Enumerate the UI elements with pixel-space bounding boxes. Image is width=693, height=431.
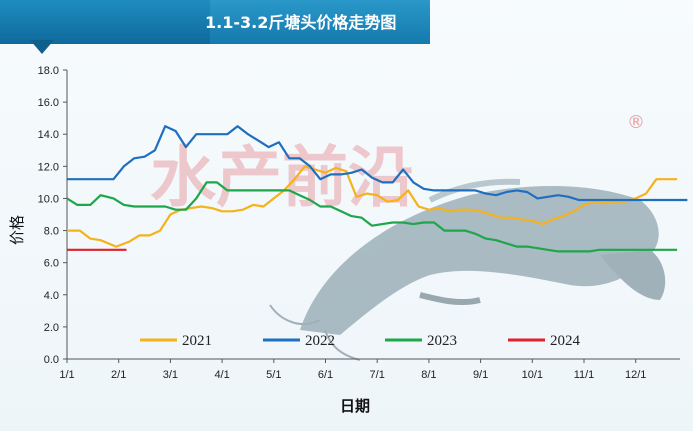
y-tick-label: 2.0 [44,322,59,334]
y-tick-label: 0.0 [44,354,59,366]
x-tick-label: 6/1 [318,369,333,381]
y-tick-label: 12.0 [38,161,59,173]
x-tick-label: 3/1 [163,369,178,381]
x-tick-label: 4/1 [214,369,229,381]
x-tick-label: 2/1 [111,369,126,381]
svg-text:水产前沿: 水产前沿 [150,139,414,216]
y-tick-label: 10.0 [38,193,59,205]
watermark: 水产前沿 ® [150,112,645,216]
x-tick-label: 7/1 [370,369,385,381]
x-tick-label: 5/1 [266,369,281,381]
page-title: 1.1-3.2斤塘头价格走势图 [205,13,397,32]
y-tick-label: 18.0 [38,65,59,77]
legend-label-2022: 2022 [305,333,335,349]
y-tick-label: 6.0 [44,258,59,270]
series-line-2021 [67,165,678,248]
title-banner-notch [30,40,54,54]
x-axis-title: 日期 [340,397,370,415]
title-banner-tab [0,0,210,44]
y-tick-label: 8.0 [44,226,59,238]
x-tick-label: 10/1 [522,369,543,381]
axes: 0.0 2.0 4.0 6.0 8.0 10.0 12.0 14.0 16.0 18.0 1/1 2/… [38,65,680,381]
svg-text:®: ® [627,112,645,133]
catfish-image [269,178,666,361]
x-tick-label: 11/1 [574,369,595,381]
series-line-2023 [66,181,678,253]
legend-label-2021: 2021 [182,333,212,349]
series-line-2022 [67,125,688,202]
legend: 2021 2022 2023 2024 [140,333,581,349]
y-tick-label: 4.0 [44,290,59,302]
x-tick-label: 8/1 [421,369,436,381]
x-tick-label: 12/1 [625,369,646,381]
legend-label-2024: 2024 [550,333,581,349]
y-tick-label: 16.0 [38,97,59,109]
legend-label-2023: 2023 [427,333,457,349]
x-tick-label: 1/1 [59,369,74,381]
x-tick-label: 9/1 [473,369,488,381]
y-tick-label: 14.0 [38,129,59,141]
y-axis-title: 价格 [8,215,26,245]
series-lines [66,125,688,253]
